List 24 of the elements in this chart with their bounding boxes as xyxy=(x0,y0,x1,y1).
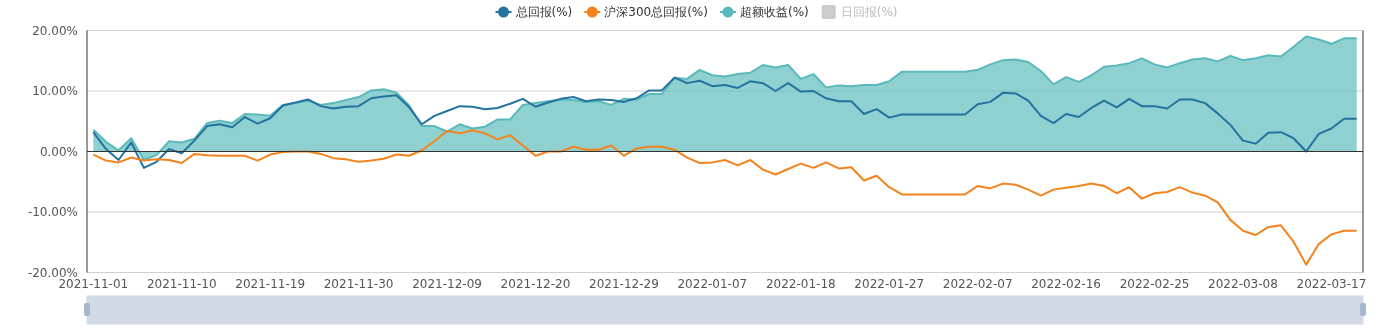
x-tick-label: 2022-03-08 xyxy=(1208,276,1278,291)
x-tick-label: 2022-01-18 xyxy=(765,276,836,291)
x-tick-label: 2021-11-19 xyxy=(235,276,306,291)
line-series xyxy=(92,129,1358,266)
x-tick-label: 2022-01-27 xyxy=(854,276,925,291)
y-tick-label: -10.00% xyxy=(27,205,78,219)
x-tick-label: 2022-01-07 xyxy=(677,276,748,291)
legend-label: 沪深300总回报(%) xyxy=(604,5,708,19)
x-tick-label: 2021-12-29 xyxy=(589,276,659,291)
x-tick-label: 2022-02-25 xyxy=(1119,276,1190,291)
x-tick-label: 2022-02-07 xyxy=(942,276,1013,291)
x-tick-label: 2021-11-10 xyxy=(146,276,217,291)
x-tick-label: 2021-12-09 xyxy=(412,276,482,291)
y-tick-label: 10.00% xyxy=(32,84,78,98)
x-tick-label: 2021-12-20 xyxy=(500,276,571,291)
legend-label: 超额收益(%) xyxy=(739,5,809,19)
legend-label: 日回报(%) xyxy=(840,5,898,19)
y-tick-label: 20.00% xyxy=(32,23,78,38)
x-tick-label: 2022-02-16 xyxy=(1031,276,1101,291)
line-series xyxy=(92,76,1358,169)
legend-label: 总回报(%) xyxy=(514,5,573,19)
x-tick-label: 2021-11-30 xyxy=(323,276,394,291)
x-tick-label: 2022-03-17 xyxy=(1296,276,1367,291)
y-tick-label: 0.00% xyxy=(39,144,78,159)
